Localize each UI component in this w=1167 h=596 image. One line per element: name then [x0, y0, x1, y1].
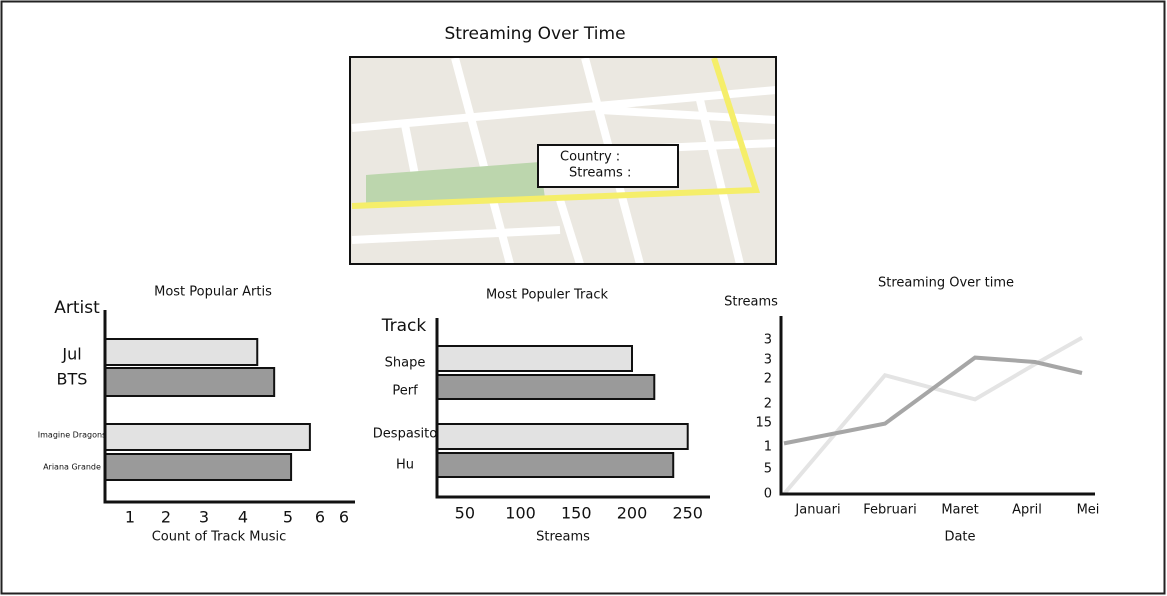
tooltip-text: Streams :	[569, 166, 631, 181]
bar	[436, 423, 689, 450]
line	[782, 336, 1083, 496]
bar	[104, 453, 293, 481]
y-tick-label: 0	[764, 487, 772, 502]
bar	[104, 423, 311, 451]
y-tick-label: 2	[764, 397, 772, 412]
y-tick-label: 5	[764, 462, 772, 477]
axis	[435, 318, 710, 499]
x-tick-label: Januari	[794, 503, 840, 518]
y-tick-label: Ariana Grande	[43, 463, 101, 472]
x-tick-label: 150	[561, 504, 592, 523]
x-tick-label: April	[1012, 503, 1042, 518]
y-tick-label: 3	[764, 353, 772, 368]
x-tick-label: 1	[125, 508, 135, 527]
y-tick-label: Jul	[61, 345, 81, 364]
x-tick-label: 4	[238, 508, 248, 527]
line	[783, 355, 1083, 446]
x-tick-label: 2	[161, 508, 171, 527]
y-axis-label: Track	[381, 316, 427, 336]
x-tick-label: 5	[283, 508, 293, 527]
y-tick-label: 3	[764, 333, 772, 348]
y-tick-label: 1	[764, 440, 772, 455]
y-tick-label: 15	[755, 416, 772, 431]
x-axis-label: Streams	[536, 530, 590, 545]
y-tick-label: Imagine Dragons	[38, 431, 106, 440]
bar	[104, 338, 259, 366]
x-tick-label: 50	[455, 504, 475, 523]
bar	[436, 452, 675, 478]
map-border	[349, 56, 777, 265]
x-tick-label: 3	[199, 508, 209, 527]
chart-title: Most Populer Track	[486, 288, 609, 303]
y-tick-label: Hu	[396, 458, 414, 473]
y-tick-label: Perf	[392, 384, 418, 399]
y-tick-label: Shape	[385, 356, 426, 371]
bar	[104, 367, 276, 397]
x-tick-label: Mei	[1077, 503, 1100, 518]
x-tick-label: 6	[339, 508, 349, 527]
chart-title: Streaming Over time	[878, 276, 1014, 291]
bar	[436, 345, 633, 372]
x-tick-label: Februari	[863, 503, 917, 518]
x-tick-label: Maret	[941, 503, 978, 518]
highway	[351, 57, 761, 209]
chart-title: Most Popular Artis	[154, 285, 272, 300]
map: Country : Streams :	[349, 56, 777, 266]
x-tick-label: 6	[315, 508, 325, 527]
x-axis-label: Count of Track Music	[152, 530, 287, 545]
y-axis-label: Artist	[54, 298, 100, 318]
y-tick-label: BTS	[57, 370, 88, 389]
page-title: Streaming Over Time	[444, 24, 625, 44]
axis	[103, 310, 355, 504]
axis	[779, 316, 1095, 496]
park	[366, 162, 545, 203]
y-axis-label: Streams	[724, 295, 778, 310]
y-tick-label: Despasito	[373, 427, 437, 442]
x-tick-label: 200	[617, 504, 648, 523]
y-tick-label: 2	[764, 372, 772, 387]
bar	[436, 374, 656, 400]
x-tick-label: 100	[505, 504, 536, 523]
x-axis-label: Date	[944, 530, 975, 545]
tooltip	[537, 144, 679, 188]
tooltip-text: Country :	[560, 150, 620, 165]
x-tick-label: 250	[672, 504, 703, 523]
